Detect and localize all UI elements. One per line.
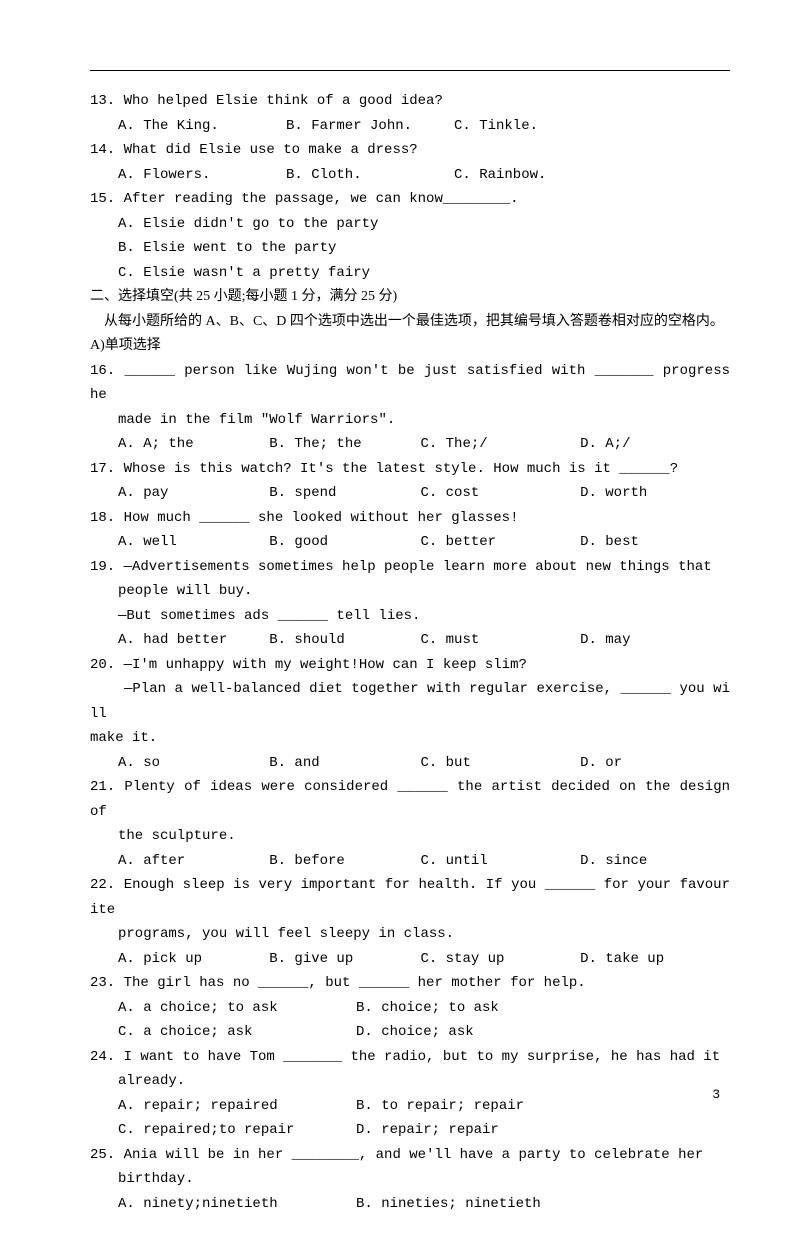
section2-title: 二、选择填空(共 25 小题;每小题 1 分，满分 25 分) [90,285,730,310]
q13-b: B. Farmer John. [286,114,454,139]
q20-opts: A. so B. and C. but D. or [90,751,730,776]
q20-l1: 20. —I'm unhappy with my weight!How can … [90,653,730,678]
q14-options: A. Flowers.B. Cloth.C. Rainbow. [90,163,730,188]
q24-l2: already. [90,1069,730,1094]
q13-options: A. The King.B. Farmer John.C. Tinkle. [90,114,730,139]
q14-a: A. Flowers. [118,163,286,188]
q16-l1: 16. ______ person like Wujing won't be j… [90,359,730,408]
top-rule [90,70,730,71]
q14-c: C. Rainbow. [454,167,546,183]
q24-row2: C. repaired;to repairD. repair; repair [90,1118,730,1143]
q23-b: B. choice; to ask [356,1000,499,1016]
q17-stem: 17. Whose is this watch? It's the latest… [90,457,730,482]
q14-b: B. Cloth. [286,163,454,188]
q21-l2: the sculpture. [90,824,730,849]
q22-l1: 22. Enough sleep is very important for h… [90,873,730,922]
q21-opts: A. after B. before C. until D. since [90,849,730,874]
q18-stem: 18. How much ______ she looked without h… [90,506,730,531]
section2-part: A)单项选择 [90,334,730,359]
q20-l2: —Plan a well-balanced diet together with… [90,677,730,726]
q23-a: A. a choice; to ask [118,996,356,1021]
q24-row1: A. repair; repairedB. to repair; repair [90,1094,730,1119]
q15-stem: 15. After reading the passage, we can kn… [90,187,730,212]
q20-l3: make it. [90,726,730,751]
q15-a: A. Elsie didn't go to the party [90,212,730,237]
q15-b: B. Elsie went to the party [90,236,730,261]
q19-l3: —But sometimes ads ______ tell lies. [90,604,730,629]
page-number: 3 [712,1087,720,1102]
q22-l2: programs, you will feel sleepy in class. [90,922,730,947]
q17-opts: A. pay B. spend C. cost D. worth [90,481,730,506]
q25-l2: birthday. [90,1167,730,1192]
q16-opts: A. A; the B. The; the C. The;/ D. A;/ [90,432,730,457]
q23-d: D. choice; ask [356,1024,474,1040]
q13-a: A. The King. [118,114,286,139]
q23-row2: C. a choice; askD. choice; ask [90,1020,730,1045]
q24-a: A. repair; repaired [118,1094,356,1119]
q24-b: B. to repair; repair [356,1098,524,1114]
q25-b: B. nineties; ninetieth [356,1196,541,1212]
q19-l2: people will buy. [90,579,730,604]
q13-stem: 13. Who helped Elsie think of a good ide… [90,89,730,114]
q23-c: C. a choice; ask [118,1020,356,1045]
q24-d: D. repair; repair [356,1122,499,1138]
q14-stem: 14. What did Elsie use to make a dress? [90,138,730,163]
q15-c: C. Elsie wasn't a pretty fairy [90,261,730,286]
q24-c: C. repaired;to repair [118,1118,356,1143]
q25-l1: 25. Ania will be in her ________, and we… [90,1143,730,1168]
q23-row1: A. a choice; to askB. choice; to ask [90,996,730,1021]
q16-l2: made in the film "Wolf Warriors". [90,408,730,433]
q25-row1: A. ninety;ninetiethB. nineties; ninetiet… [90,1192,730,1217]
q13-c: C. Tinkle. [454,118,538,134]
q22-opts: A. pick up B. give up C. stay up D. take… [90,947,730,972]
q18-opts: A. well B. good C. better D. best [90,530,730,555]
q24-l1: 24. I want to have Tom _______ the radio… [90,1045,730,1070]
q19-opts: A. had better B. should C. must D. may [90,628,730,653]
q21-l1: 21. Plenty of ideas were considered ____… [90,775,730,824]
q19-l1: 19. —Advertisements sometimes help peopl… [90,555,730,580]
q25-a: A. ninety;ninetieth [118,1192,356,1217]
section2-desc: 从每小题所给的 A、B、C、D 四个选项中选出一个最佳选项，把其编号填入答题卷相… [90,310,730,335]
q23-stem: 23. The girl has no ______, but ______ h… [90,971,730,996]
